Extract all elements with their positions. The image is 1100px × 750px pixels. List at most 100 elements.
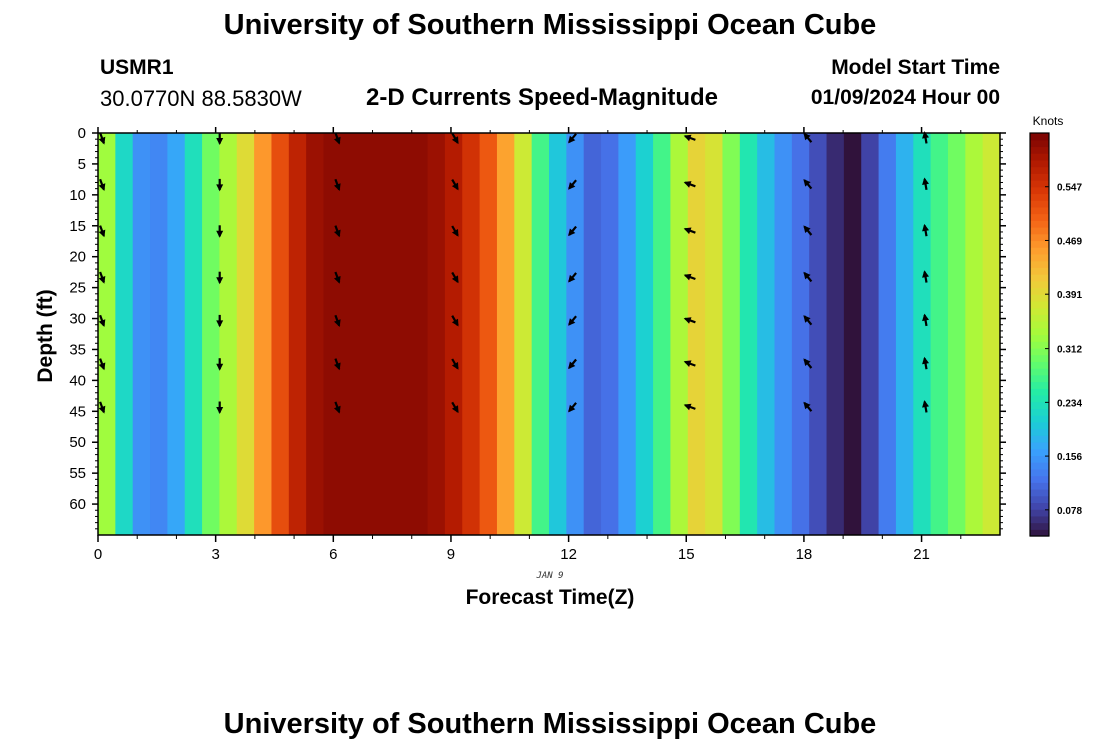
colorbar-segment [1030,153,1049,161]
heatmap-cell [687,133,706,535]
colorbar-segment [1030,361,1049,369]
heatmap-cell [878,133,897,535]
y-tick-label: 55 [69,465,86,482]
heatmap-cell [462,133,481,535]
heatmap-cell [618,133,637,535]
colorbar-segment [1030,139,1049,148]
heatmap-cell [531,133,550,535]
y-tick-label: 50 [69,434,86,451]
heatmap-cell [982,133,1001,535]
colorbar-segment [1030,180,1049,188]
current-arrow [334,401,341,414]
current-arrow [803,315,813,326]
colorbar-segment [1030,206,1049,215]
heatmap-cell [444,133,463,535]
colorbar-segment [1030,495,1049,504]
heatmap-cell [965,133,984,535]
heatmap-cell [375,133,394,535]
current-arrow [334,132,341,145]
colorbar-segment [1030,448,1049,456]
colorbar-segment [1030,193,1049,201]
model-start-label: Model Start Time [831,56,1000,79]
colorbar-segment [1030,166,1049,174]
date-label: JAN 9 [535,571,563,581]
heatmap-cell [427,133,446,535]
colorbar-segment [1030,374,1049,383]
colorbar-segment [1030,321,1049,329]
heatmap-cell [323,133,342,535]
current-arrow [216,271,224,285]
colorbar-tick-label: 0.156 [1057,452,1082,463]
colorbar-segment [1030,401,1049,409]
colorbar-segment [1030,502,1049,510]
y-tick-label: 10 [69,187,86,204]
heatmap-cell [913,133,932,535]
current-arrow [451,179,459,191]
current-arrow [98,132,106,145]
current-arrow [98,358,106,371]
y-tick-label: 0 [78,125,86,142]
current-arrow [683,273,696,281]
colorbar-segment [1030,159,1049,168]
current-arrow [683,360,696,367]
colorbar-segment [1030,280,1049,289]
current-arrow [803,225,813,236]
current-arrow [98,314,106,327]
colorbar-tick-label: 0.234 [1057,398,1082,409]
current-arrow [922,177,929,190]
heatmap-cell [236,133,255,535]
colorbar-segment [1030,341,1049,349]
y-tick-label: 20 [69,249,86,266]
heatmap-cell [895,133,914,535]
heatmap-cell [774,133,793,535]
plot-frame [97,132,1001,536]
heatmap-cell [202,133,221,535]
current-arrow [334,225,341,238]
current-arrow [922,223,929,237]
colorbar-segment [1030,522,1049,530]
station-coordinates: 30.0770N 88.5830W [100,86,302,111]
colorbar-segment [1030,354,1049,362]
current-arrow [216,178,224,192]
heatmap-cell [288,133,307,535]
chart-title: 2-D Currents Speed-Magnitude [366,84,719,111]
current-arrow [568,133,577,144]
current-arrow [803,358,813,369]
heatmap-cell [635,133,654,535]
x-tick-label: 18 [796,546,813,563]
heatmap-cell [340,133,359,535]
y-tick-label: 15 [69,218,86,235]
colorbar-segment [1030,173,1049,181]
heatmap-cell [184,133,203,535]
colorbar-segment [1030,227,1049,235]
colorbar: 0.078 0.156 0.234 0.312 0.391 0.469 0.547 [1029,132,1082,537]
current-arrow [451,358,459,370]
current-arrow [451,401,459,414]
heatmap-cell [98,133,116,535]
colorbar-segment [1030,327,1049,336]
x-axis-label: Forecast Time(Z) [466,586,635,609]
current-arrow [451,315,459,327]
colorbar-label: Knots [1033,114,1064,128]
current-arrow [568,402,577,413]
colorbar-segment [1030,381,1049,389]
colorbar-segment [1030,509,1049,517]
x-tick-label: 0 [94,546,102,563]
colorbar-segment [1030,233,1049,242]
x-tick-label: 9 [447,546,455,563]
colorbar-segment [1030,294,1049,302]
colorbar-segment [1030,260,1049,268]
heatmap-cell [219,133,238,535]
x-tick-label: 15 [678,546,695,563]
y-tick-label: 40 [69,372,86,389]
heatmap-cell [479,133,498,535]
current-arrow [451,225,459,237]
y-tick-label: 5 [78,156,86,173]
current-arrow [922,270,929,283]
current-arrow [922,400,929,413]
colorbar-segment [1030,468,1049,477]
current-arrow [683,181,696,188]
colorbar-segment [1030,475,1049,483]
heatmap-cell [115,133,134,535]
